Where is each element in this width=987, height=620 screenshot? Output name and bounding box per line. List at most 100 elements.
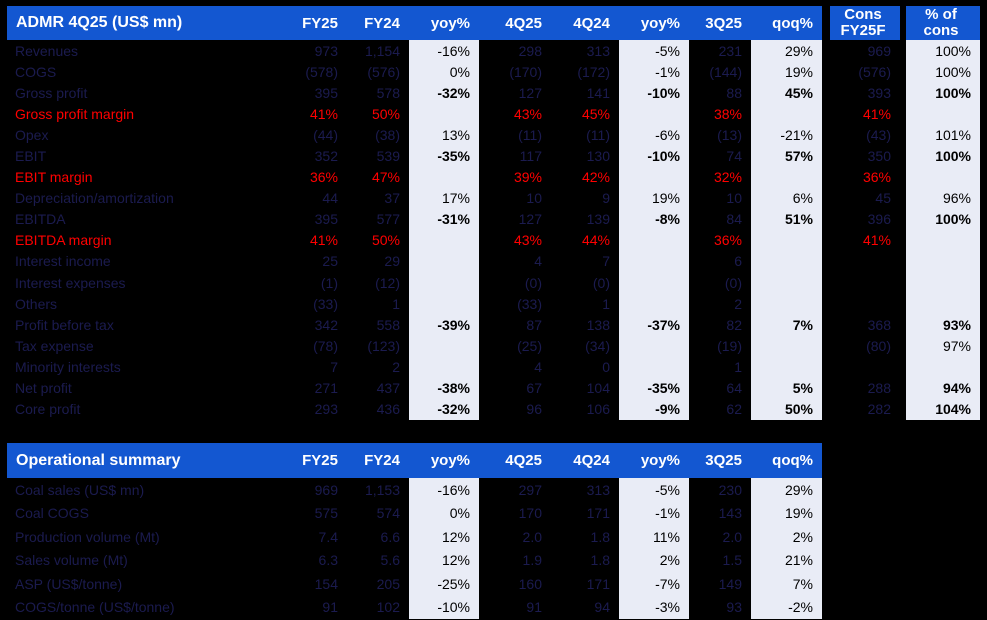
header-yoy-quarterly: yoy%: [640, 14, 680, 32]
cell-qoq: 5%: [751, 377, 822, 399]
row-label: Gross profit margin: [15, 105, 135, 122]
cell-fy25: (1): [320, 274, 338, 291]
column-gap: [900, 187, 906, 209]
cell-yoy2: [619, 166, 689, 188]
cell-fy25: 395: [314, 84, 338, 101]
header-cons-line1: Cons: [844, 6, 882, 23]
cell-pcons: 100%: [906, 82, 980, 104]
cell-pcons: 97%: [906, 335, 980, 357]
cell-qoq: 7%: [751, 572, 822, 596]
table-row: COGS (578) (576) 0% (170) (172) -1% (144) 19% (57…: [7, 61, 980, 83]
cell-fy25: (44): [313, 126, 338, 143]
cell-q425: (25): [517, 337, 542, 354]
cell-q425: 127: [518, 211, 542, 228]
cell-q425: 4: [534, 253, 542, 270]
cell-yoy1: [409, 356, 479, 378]
cell-yoy2: 2%: [619, 548, 689, 572]
cell-fy24: 574: [376, 505, 400, 522]
cell-pcons: [906, 293, 980, 315]
column-gap: [900, 377, 906, 399]
cell-q425: 96: [526, 401, 542, 418]
cell-yoy1: 13%: [409, 124, 479, 146]
column-gap: [822, 377, 830, 399]
header-3q25: 3Q25: [705, 14, 742, 32]
cell-qoq: -2%: [751, 595, 822, 619]
cell-fy24: 1,153: [364, 481, 400, 498]
cell-pcons: [906, 272, 980, 294]
column-gap: [822, 145, 830, 167]
cell-cons: [830, 251, 900, 272]
cell-qoq: [751, 166, 822, 188]
cell-q424: 94: [594, 599, 610, 616]
cell-fy24: 578: [376, 84, 400, 101]
cell-fy24: 2: [392, 358, 400, 375]
cell-qoq: 7%: [751, 314, 822, 336]
cell-q325: 231: [718, 42, 742, 59]
header-cons-fy25f: Cons FY25F: [830, 6, 900, 40]
cell-q424: 104: [586, 380, 610, 397]
cell-fy25: 352: [314, 148, 338, 165]
cell-pcons: 101%: [906, 124, 980, 146]
cell-fy24: (38): [375, 126, 400, 143]
cell-fy24: (576): [367, 63, 400, 80]
cell-fy24: 6.6: [380, 528, 400, 545]
cell-q425: 160: [518, 575, 542, 592]
cell-q325: 1.5: [722, 552, 742, 569]
cell-fy25: 41%: [309, 105, 338, 122]
cell-q425: 43%: [513, 232, 542, 249]
table-row: ASP (US$/tonne) 154 205 -25% 160 171 -7% 149 7%: [7, 572, 822, 596]
cell-cons: 969: [867, 42, 891, 59]
cell-yoy1: [409, 229, 479, 251]
table-row: Tax expense (78) (123) (25) (34) (19) (80) 97%: [7, 335, 980, 357]
column-gap: [822, 314, 830, 336]
row-label: Depreciation/amortization: [15, 190, 174, 207]
cell-fy24: 1,154: [364, 42, 400, 59]
cell-q424: 1: [602, 295, 610, 312]
cell-q424: 106: [586, 401, 610, 418]
cell-q325: 88: [726, 84, 742, 101]
cell-pcons: [906, 229, 980, 251]
table-row: Interest income 25 29 4 7 6: [7, 250, 980, 273]
column-gap: [822, 335, 830, 357]
cell-q424: 171: [586, 505, 610, 522]
cell-fy24: 47%: [371, 169, 400, 186]
cell-qoq: 21%: [751, 548, 822, 572]
cell-fy25: (78): [313, 337, 338, 354]
header-qoq: qoq%: [772, 452, 813, 469]
cell-yoy1: -39%: [409, 314, 479, 336]
operational-table-body: Coal sales (US$ mn) 969 1,153 -16% 297 313 -5%…: [7, 478, 822, 619]
cell-pcons: 104%: [906, 398, 980, 420]
cell-cons: 350: [867, 148, 891, 165]
cell-yoy1: [409, 250, 479, 273]
cell-q325: (19): [717, 337, 742, 354]
cell-qoq: [751, 103, 822, 125]
row-label: Profit before tax: [15, 316, 114, 333]
column-gap: [900, 103, 906, 125]
cell-yoy2: [619, 229, 689, 251]
cell-q425: (33): [517, 295, 542, 312]
cell-qoq: 51%: [751, 208, 822, 230]
cell-fy25: 25: [322, 253, 338, 270]
cell-fy24: 1: [392, 295, 400, 312]
column-gap: [900, 229, 906, 251]
header-pcons-line2: cons: [923, 22, 959, 39]
cell-fy24: 102: [376, 599, 400, 616]
header-fy24: FY24: [364, 14, 400, 32]
cell-q425: (11): [518, 126, 542, 143]
income-statement-table: ADMR 4Q25 (US$ mn) FY25 FY24 yoy% 4Q25 4…: [7, 6, 980, 420]
cell-fy25: 6.3: [318, 552, 338, 569]
cell-fy24: 436: [376, 401, 400, 418]
cell-yoy1: [409, 103, 479, 125]
cell-cons: 396: [867, 211, 891, 228]
cell-cons: 41%: [862, 232, 891, 249]
cell-yoy2: [619, 103, 689, 125]
cell-cons: 393: [867, 84, 891, 101]
cell-yoy1: -31%: [409, 208, 479, 230]
cell-fy25: 342: [314, 316, 338, 333]
cell-cons: 368: [867, 316, 891, 333]
cell-q424: 44%: [581, 232, 610, 249]
cell-pcons: 100%: [906, 208, 980, 230]
column-gap: [900, 250, 906, 273]
column-gap: [900, 356, 906, 378]
cell-q325: 84: [726, 211, 742, 228]
